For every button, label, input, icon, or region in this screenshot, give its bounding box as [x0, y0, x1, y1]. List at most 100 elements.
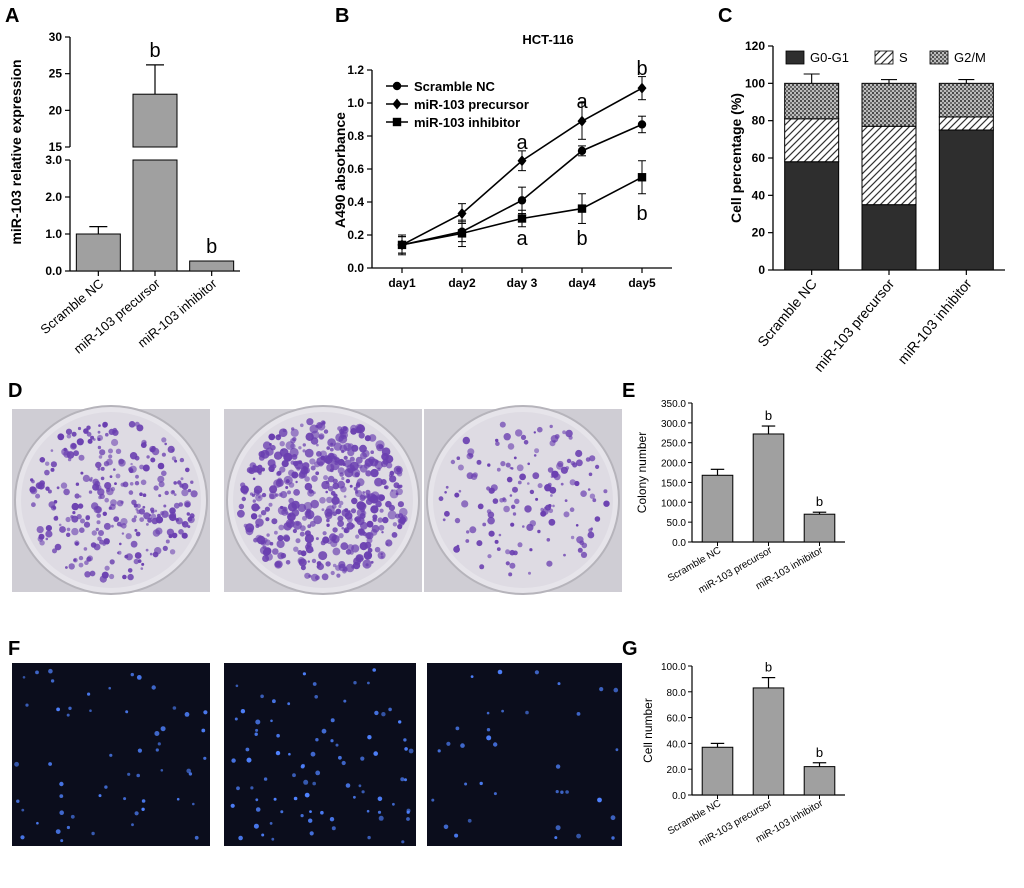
colony: [150, 510, 155, 514]
stained-cell: [89, 709, 92, 712]
colony: [121, 532, 125, 535]
colony: [365, 498, 373, 506]
colony: [349, 484, 353, 488]
colony: [99, 449, 106, 456]
colony: [509, 562, 516, 569]
data-point: [517, 155, 527, 167]
stained-cell: [235, 684, 239, 688]
colony: [587, 531, 595, 539]
stained-cell: [25, 703, 29, 707]
stained-cell: [125, 710, 129, 714]
colony: [65, 516, 71, 523]
colony: [337, 426, 342, 431]
colony: [509, 549, 515, 556]
stained-cell: [335, 743, 339, 747]
colony: [185, 467, 190, 473]
y-tick-label: 1.0: [347, 96, 364, 110]
colony: [116, 521, 122, 527]
colony: [589, 493, 596, 499]
colony: [173, 493, 177, 496]
colony: [269, 485, 278, 494]
colony: [570, 461, 575, 466]
stained-cell: [141, 807, 145, 811]
data-point: [577, 115, 587, 127]
stained-cell: [157, 742, 161, 746]
colony: [83, 521, 91, 528]
colony: [60, 482, 68, 489]
colony-plate: [12, 405, 210, 595]
colony: [575, 524, 579, 527]
colony: [171, 532, 178, 539]
colony: [154, 547, 162, 555]
colony: [108, 506, 112, 510]
colony: [119, 542, 122, 546]
series-square: [397, 160, 647, 254]
colony: [157, 475, 165, 483]
colony: [56, 486, 60, 490]
colony: [177, 480, 182, 485]
colony: [381, 531, 384, 534]
colony: [181, 532, 188, 539]
colony: [372, 517, 377, 522]
colony: [89, 570, 96, 577]
colony: [322, 531, 327, 536]
colony: [139, 517, 145, 522]
stained-cell: [134, 811, 139, 816]
colony: [63, 488, 70, 496]
colony: [129, 482, 134, 486]
bar: [75, 233, 121, 272]
colony: [569, 479, 576, 486]
colony: [271, 518, 278, 525]
y-axis-label: Colony number: [635, 432, 649, 513]
colony: [115, 473, 121, 479]
colony: [39, 480, 45, 487]
significance-label: b: [816, 745, 823, 760]
chart-panel-e: 0.050.0100.0150.0200.0250.0300.0350.0Scr…: [635, 399, 845, 596]
colony: [268, 502, 273, 507]
colony: [537, 529, 541, 534]
colony: [385, 500, 392, 508]
colony: [97, 488, 105, 496]
colony: [489, 487, 496, 494]
stained-cell: [330, 718, 335, 723]
colony: [103, 538, 110, 545]
stained-cell: [353, 681, 357, 685]
y-tick-label: 120: [745, 39, 765, 53]
colony: [356, 463, 360, 467]
significance-label: a: [516, 132, 528, 154]
colony: [77, 426, 82, 431]
stained-cell: [127, 772, 131, 776]
colony: [326, 518, 330, 523]
colony: [345, 478, 351, 484]
colony: [241, 496, 246, 502]
colony: [74, 493, 80, 499]
colony: [292, 528, 297, 534]
y-tick-label: 25: [49, 67, 63, 81]
colony: [326, 496, 333, 504]
colony: [268, 433, 276, 441]
field-background: [224, 663, 416, 846]
colony: [162, 545, 168, 552]
stained-cell: [320, 810, 324, 815]
colony: [142, 493, 147, 498]
colony: [438, 496, 444, 502]
colony: [358, 528, 366, 536]
colony: [128, 467, 133, 472]
panel-letter-f: F: [8, 638, 20, 660]
stained-cell: [55, 829, 61, 834]
colony: [269, 491, 277, 500]
colony: [557, 460, 564, 468]
colony: [90, 435, 95, 440]
colony: [91, 502, 99, 510]
colony: [101, 571, 109, 579]
stained-cell: [309, 831, 314, 836]
stained-cell: [300, 814, 304, 818]
stained-cell: [66, 713, 70, 717]
stained-cell: [315, 738, 319, 742]
colony: [377, 551, 386, 560]
colony: [322, 536, 330, 544]
stained-cell: [154, 731, 160, 736]
colony: [337, 467, 345, 475]
colony: [381, 452, 389, 461]
colony: [103, 522, 111, 530]
